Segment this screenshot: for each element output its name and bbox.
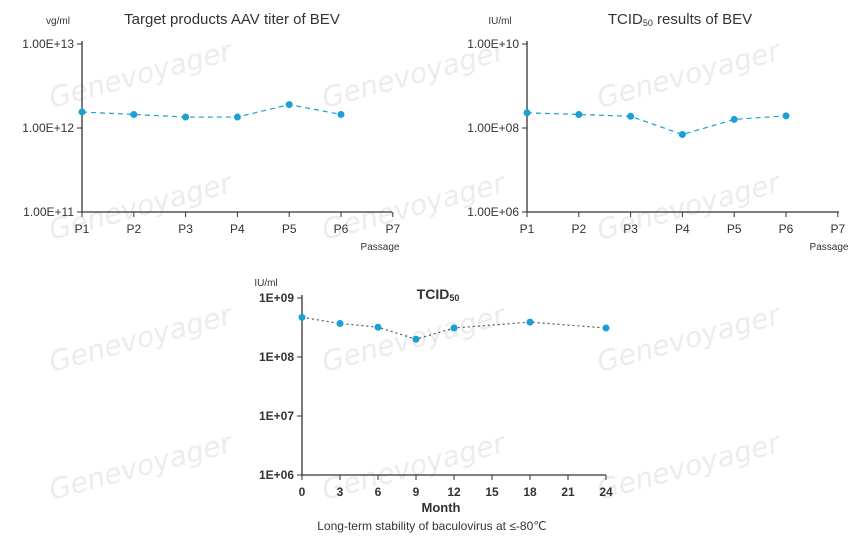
chart2-data-point [627, 112, 635, 120]
chart3-y-tick-label: 1E+09 [259, 291, 294, 305]
chart2-x-tick-label: P4 [675, 222, 690, 236]
chart3-x-tick-label: 9 [413, 485, 420, 499]
watermark-text: Genevoyager [593, 426, 784, 507]
chart3-x-tick-label: 12 [447, 485, 461, 499]
chart1-x-tick-label: P3 [178, 222, 193, 236]
chart3-data-point [450, 324, 458, 332]
chart3-x-tick-label: 15 [485, 485, 499, 499]
chart3-data-point [374, 323, 382, 331]
chart3-y-tick-label: 1E+06 [259, 468, 294, 482]
chart1-x-axis-label: Passage [361, 242, 400, 253]
chart3-data-point [298, 313, 306, 321]
chart1-x-tick-label: P5 [282, 222, 297, 236]
chart1-y-tick-label: 1.00E+13 [22, 37, 74, 51]
chart1-y-unit-label: vg/ml [46, 16, 70, 27]
chart2-x-tick-label: P7 [830, 222, 845, 236]
chart3-data-point [602, 324, 610, 332]
chart2-data-point [782, 112, 790, 120]
watermark-text: Genevoyager [593, 298, 784, 379]
chart1-data-point [285, 101, 293, 109]
chart1-x-tick-label: P7 [385, 222, 400, 236]
chart3-data-point [336, 319, 344, 327]
chart3-y-unit-label: IU/ml [254, 278, 277, 289]
chart3-data-point [526, 318, 534, 326]
chart3-x-tick-label: 3 [337, 485, 344, 499]
chart2-y-tick-label: 1.00E+08 [467, 121, 519, 135]
chart3-x-tick-label: 18 [523, 485, 537, 499]
chart2-series-line [526, 112, 787, 136]
chart2-title: TCID50 results of BEV [608, 11, 752, 28]
chart1-y-tick-label: 1.00E+11 [23, 205, 74, 219]
chart1-y-tick-label: 1.00E+12 [22, 121, 74, 135]
chart3-y-tick-label: 1E+08 [259, 350, 294, 364]
chart2-data-point [523, 109, 531, 117]
chart3-x-axis-label: Month [422, 500, 461, 515]
chart1-x-tick-label: P4 [230, 222, 245, 236]
chart1-data-point [130, 110, 138, 118]
chart1-data-point [182, 113, 190, 121]
chart2-data-point [730, 115, 738, 123]
chart1-series-line [81, 103, 342, 118]
chart3-x-tick-label: 21 [561, 485, 575, 499]
figure-caption: Long-term stability of baculovirus at ≤-… [317, 519, 547, 533]
chart1-x-tick-label: P1 [75, 222, 90, 236]
chart1-data-point [233, 113, 241, 121]
chart2-y-tick-label: 1.00E+10 [467, 37, 519, 51]
chart2-x-tick-label: P5 [727, 222, 742, 236]
chart3-x-tick-label: 6 [375, 485, 382, 499]
chart2-x-axis-label: Passage [810, 242, 849, 253]
chart2-x-tick-label: P2 [571, 222, 586, 236]
chart2-y-tick-label: 1.00E+06 [467, 205, 519, 219]
chart3-data-point [412, 335, 420, 343]
chart2-y-unit-label: IU/ml [488, 16, 511, 27]
chart2-x-tick-label: P6 [779, 222, 794, 236]
chart1-data-point [337, 110, 345, 118]
watermark-text: Genevoyager [45, 426, 236, 507]
chart3-x-tick-label: 0 [299, 485, 306, 499]
chart2-x-tick-label: P3 [623, 222, 638, 236]
watermark-text: Genevoyager [593, 34, 784, 115]
watermark-text: Genevoyager [45, 298, 236, 379]
chart1-title: Target products AAV titer of BEV [124, 11, 340, 28]
chart2-data-point [575, 110, 583, 118]
chart1-data-point [78, 108, 86, 116]
chart3-y-tick-label: 1E+07 [259, 409, 294, 423]
chart2-data-point [678, 131, 686, 139]
chart3-x-tick-label: 24 [599, 485, 613, 499]
chart3-title: TCID50 [417, 286, 460, 303]
chart2-x-tick-label: P1 [520, 222, 535, 236]
chart1-x-tick-label: P6 [334, 222, 349, 236]
chart1-x-tick-label: P2 [126, 222, 141, 236]
